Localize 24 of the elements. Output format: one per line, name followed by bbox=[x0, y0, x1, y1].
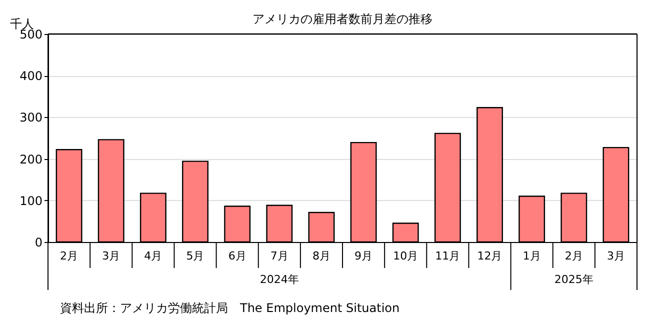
text: 2024年 bbox=[260, 273, 299, 286]
x-tick-label: 6月 bbox=[228, 250, 246, 262]
x-tick-label: 10月 bbox=[393, 250, 418, 262]
x-tick-label: 5月 bbox=[186, 250, 204, 262]
y-axis-title: 千人 bbox=[10, 17, 34, 31]
y-tick-label: 300 bbox=[20, 110, 42, 125]
x-tick-label: 2月 bbox=[564, 250, 583, 262]
x-tick-label: 12月 bbox=[477, 250, 502, 262]
y-tick-label: 400 bbox=[20, 69, 42, 84]
x-tick-label: 7月 bbox=[270, 250, 288, 262]
x-tick-label: 3月 bbox=[606, 250, 625, 262]
x-tick-label: 8月 bbox=[312, 250, 330, 262]
y-tick-label: 0 bbox=[34, 236, 42, 250]
x-tick-label: 1月 bbox=[522, 250, 541, 262]
x-tick-label: 4月 bbox=[144, 250, 162, 262]
text: 資料出所：アメリカ労働統計局 The Employment Situation bbox=[60, 301, 400, 315]
x-tick-label: 2月 bbox=[60, 250, 78, 262]
x-tick-label: 11月 bbox=[435, 250, 460, 262]
x-tick-label: 9月 bbox=[354, 250, 373, 262]
x-tick-label: 3月 bbox=[102, 250, 120, 262]
text: 2025年 bbox=[554, 273, 594, 286]
chart-title: アメリカの雇用者数前月差の推移 bbox=[252, 12, 432, 26]
y-tick-label: 200 bbox=[20, 152, 42, 166]
y-tick-label: 100 bbox=[20, 194, 42, 208]
